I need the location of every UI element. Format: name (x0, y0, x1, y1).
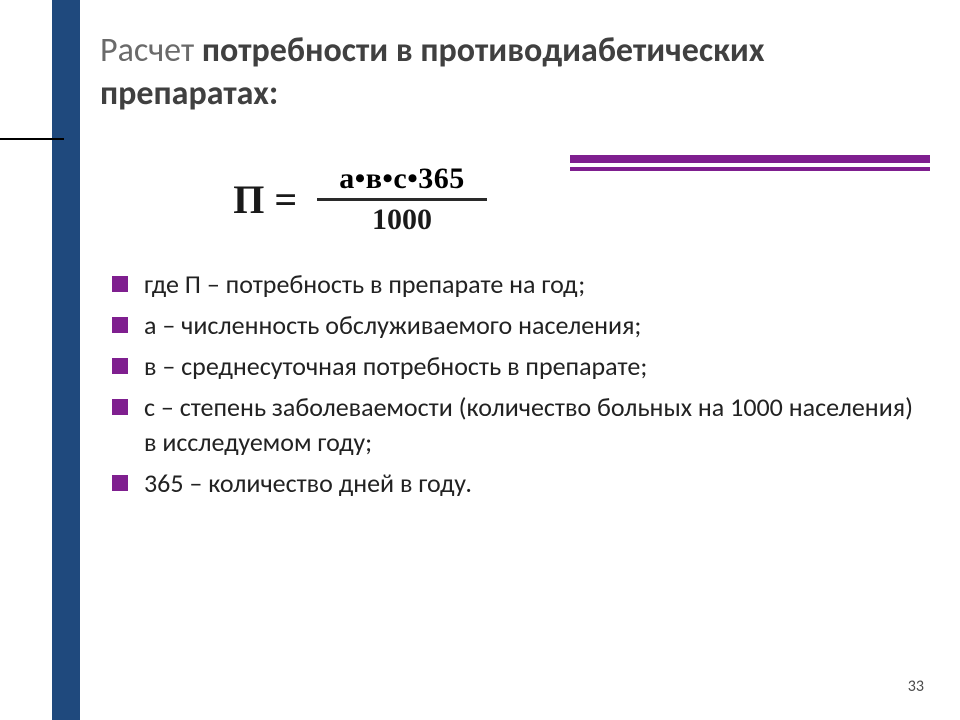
left-sidebar-bar (52, 0, 80, 720)
page-number: 33 (908, 677, 924, 696)
list-item: с – степень заболеваемости (количество б… (108, 390, 920, 460)
formula-layout: П = а•в•с•365 1000 (231, 160, 488, 239)
title-light-part: Расчет (100, 30, 202, 71)
formula-fraction: а•в•с•365 1000 (317, 162, 487, 237)
slide-content: Расчет потребности в противодиабетически… (100, 30, 920, 508)
formula-block: П = а•в•с•365 1000 (140, 160, 580, 239)
formula-lhs: П = (233, 162, 315, 237)
short-horizontal-rule (0, 138, 64, 140)
formula-numerator: а•в•с•365 (317, 162, 487, 201)
bullet-list: где П – потребность в препарате на год; … (108, 267, 920, 502)
list-item: а – численность обслуживаемого населения… (108, 308, 920, 343)
list-item: 365 – количество дней в году. (108, 466, 920, 501)
formula-denominator: 1000 (317, 201, 487, 237)
slide-title: Расчет потребности в противодиабетически… (100, 30, 920, 115)
list-item: в – среднесуточная потребность в препара… (108, 349, 920, 384)
list-item: где П – потребность в препарате на год; (108, 267, 920, 302)
